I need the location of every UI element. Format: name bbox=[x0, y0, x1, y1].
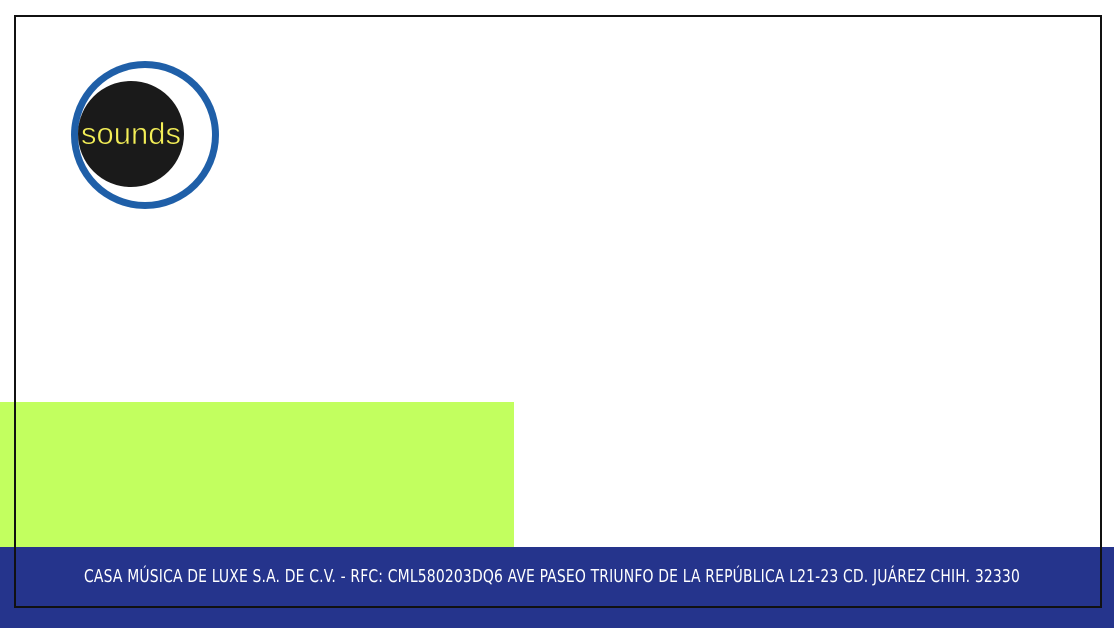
logo-black-disc bbox=[78, 81, 184, 187]
logo-wordmark: sounds bbox=[81, 116, 181, 151]
footer-bar bbox=[0, 547, 1114, 628]
green-accent-block bbox=[0, 402, 514, 548]
sounds-logo-graphic: sounds bbox=[71, 61, 219, 209]
sounds-logo: sounds bbox=[67, 58, 223, 212]
footer-company-info: CASA MÚSICA DE LUXE S.A. DE C.V. - RFC: … bbox=[84, 566, 1020, 587]
